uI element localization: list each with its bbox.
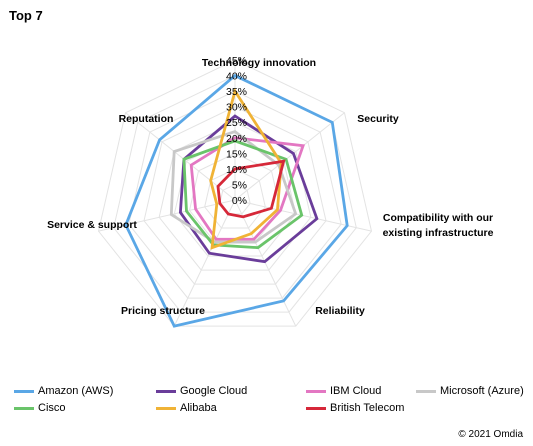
legend-label: Cisco <box>38 402 66 414</box>
grid-spoke <box>234 112 345 201</box>
grid-ring <box>128 90 342 299</box>
legend-swatch <box>416 389 436 393</box>
legend-swatch <box>14 406 34 410</box>
series-layer <box>124 73 349 328</box>
legend-item: British Telecom <box>306 402 404 414</box>
legend-item: Amazon (AWS) <box>14 385 113 397</box>
legend-label: Alibaba <box>180 402 217 414</box>
tick-labels: 0% 5% 10% 15% 20% 25% 30% 35% 40% 45% <box>226 55 247 207</box>
axis-label: Technology innovation <box>202 57 316 69</box>
legend-label: Microsoft (Azure) <box>440 385 524 397</box>
legend-swatch <box>306 406 326 410</box>
grid-ring <box>204 168 266 229</box>
axis-label: Reliability <box>315 305 365 317</box>
legend-item: Microsoft (Azure) <box>416 385 524 397</box>
legend-item: Alibaba <box>156 402 217 414</box>
grid-spoke <box>173 199 236 327</box>
copyright: © 2021 Omdia <box>458 429 523 440</box>
legend-swatch <box>14 389 34 393</box>
tick-label: 30% <box>226 102 247 114</box>
grid-spoke <box>125 112 236 201</box>
legend-item: Cisco <box>14 402 66 414</box>
grid-spoke <box>234 199 297 327</box>
series-line-cisco <box>182 139 304 250</box>
grid-ring <box>97 59 373 327</box>
tick-label: 20% <box>226 133 247 145</box>
axis-label: Security <box>357 113 399 125</box>
grid-spoke <box>98 199 236 232</box>
axis-label: Compatibility with our existing infrastru… <box>383 212 494 239</box>
tick-label: 25% <box>226 117 247 129</box>
tick-label: 35% <box>226 86 247 98</box>
grid-ring <box>143 106 327 285</box>
legend-swatch <box>306 389 326 393</box>
tick-label: 40% <box>226 71 247 83</box>
axis-label: Reputation <box>119 113 174 125</box>
legend-item: Google Cloud <box>156 385 247 397</box>
legend-label: Google Cloud <box>180 385 248 397</box>
series-line-british-telecom <box>216 159 286 219</box>
legend-label: British Telecom <box>330 402 405 414</box>
chart-title: Top 7 <box>9 8 43 23</box>
series-line-amazon-aws <box>124 73 349 328</box>
legend-swatch <box>156 389 176 393</box>
legend-label: IBM Cloud <box>330 385 382 397</box>
axis-labels: Technology innovation Security Compatibili… <box>47 57 494 317</box>
axis-label: Pricing structure <box>121 305 205 317</box>
tick-label: 0% <box>232 195 247 207</box>
tick-label: 45% <box>226 55 247 67</box>
legend-label: Amazon (AWS) <box>38 385 114 397</box>
legend-item: IBM Cloud <box>306 385 381 397</box>
tick-label: 10% <box>226 164 247 176</box>
tick-label: 15% <box>226 148 247 160</box>
legend-swatch <box>156 406 176 410</box>
tick-label: 5% <box>232 179 247 191</box>
axis-label: Service & support <box>47 219 137 231</box>
